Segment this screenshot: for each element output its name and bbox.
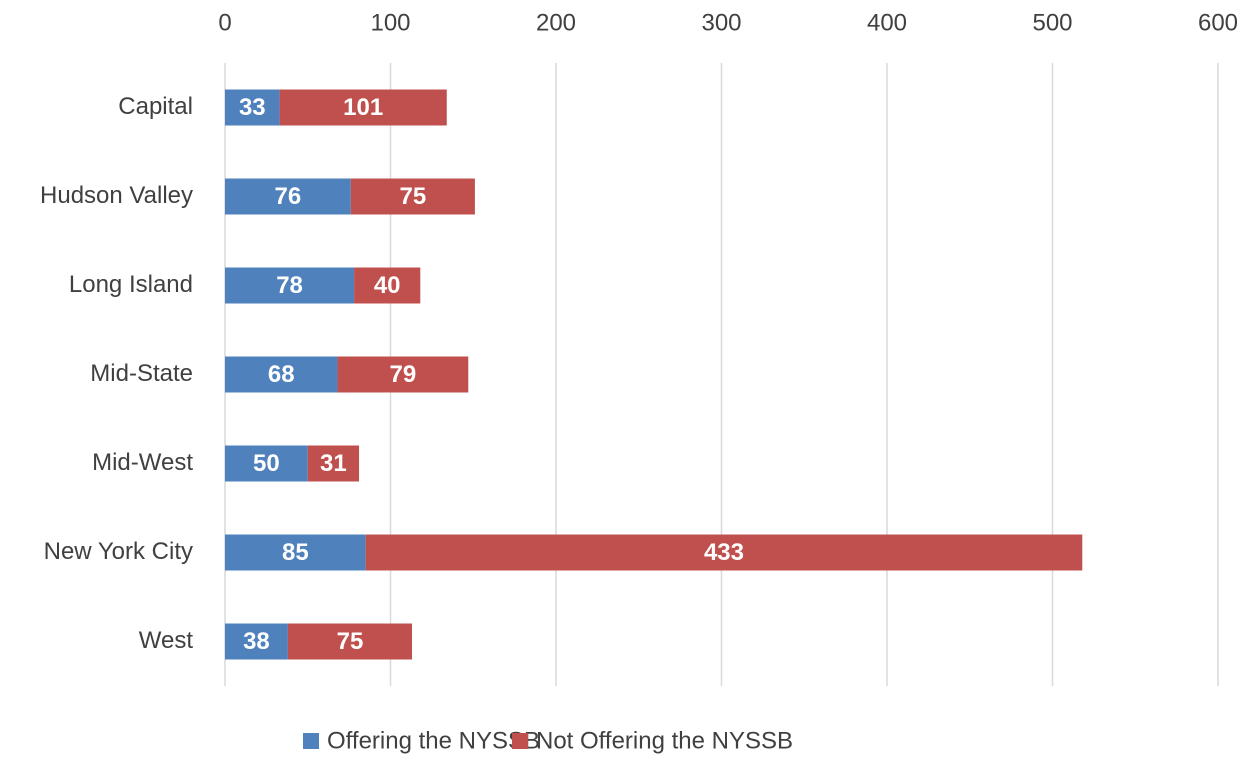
x-tick-label: 300 (701, 9, 741, 36)
x-tick-label: 0 (218, 9, 231, 36)
data-label: 76 (275, 183, 302, 210)
y-tick-label: Long Island (69, 271, 193, 298)
data-label: 33 (239, 94, 266, 121)
bar-segment (287, 623, 413, 660)
legend-swatch (512, 733, 528, 749)
y-tick-label: Hudson Valley (40, 182, 193, 209)
data-label: 101 (343, 94, 383, 121)
bar-segment (365, 534, 1083, 571)
legend-label: Not Offering the NYSSB (536, 727, 793, 754)
bar-segment (350, 178, 475, 215)
data-label: 40 (374, 272, 401, 299)
y-tick-label: Mid-State (90, 360, 193, 387)
bar-segment (225, 89, 280, 126)
data-label: 38 (243, 628, 270, 655)
bar-segment (225, 445, 308, 482)
x-tick-label: 400 (867, 9, 907, 36)
data-label: 433 (704, 539, 744, 566)
y-tick-label: Capital (118, 93, 193, 120)
y-tick-label: Mid-West (92, 449, 193, 476)
data-label: 85 (282, 539, 309, 566)
x-tick-label: 600 (1198, 9, 1238, 36)
data-label: 68 (268, 361, 295, 388)
data-label: 50 (253, 450, 280, 477)
data-label: 75 (399, 183, 426, 210)
bar-segment (225, 623, 288, 660)
data-label: 79 (390, 361, 417, 388)
x-tick-label: 500 (1032, 9, 1072, 36)
bar-segment (279, 89, 447, 126)
legend-label: Offering the NYSSB (327, 727, 540, 754)
bar-segment (225, 178, 351, 215)
bar-segment (337, 356, 469, 393)
x-tick-label: 200 (536, 9, 576, 36)
bar-segment (225, 267, 355, 304)
bar-segment (225, 356, 338, 393)
y-tick-label: West (139, 627, 194, 654)
x-tick-label: 100 (370, 9, 410, 36)
legend-swatch (303, 733, 319, 749)
bar-segment (307, 445, 360, 482)
bar-segment (354, 267, 421, 304)
data-label: 31 (320, 450, 347, 477)
y-tick-label: New York City (44, 538, 193, 565)
bar-segment (225, 534, 366, 571)
data-label: 75 (337, 628, 364, 655)
data-label: 78 (276, 272, 303, 299)
